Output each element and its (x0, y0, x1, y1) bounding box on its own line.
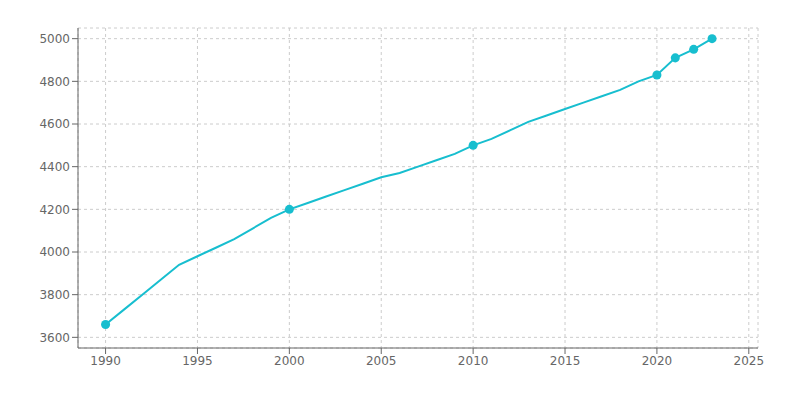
svg-text:5000: 5000 (39, 32, 70, 46)
svg-text:3600: 3600 (39, 331, 70, 345)
svg-text:2000: 2000 (274, 354, 305, 368)
svg-text:1995: 1995 (182, 354, 213, 368)
svg-text:2020: 2020 (642, 354, 673, 368)
svg-text:2005: 2005 (366, 354, 397, 368)
svg-text:2010: 2010 (458, 354, 489, 368)
svg-text:2025: 2025 (734, 354, 765, 368)
svg-text:4800: 4800 (39, 75, 70, 89)
svg-text:4200: 4200 (39, 203, 70, 217)
svg-text:1990: 1990 (90, 354, 121, 368)
svg-text:4600: 4600 (39, 117, 70, 131)
svg-text:4000: 4000 (39, 245, 70, 259)
svg-text:3800: 3800 (39, 288, 70, 302)
svg-text:2015: 2015 (550, 354, 581, 368)
svg-text:4400: 4400 (39, 160, 70, 174)
